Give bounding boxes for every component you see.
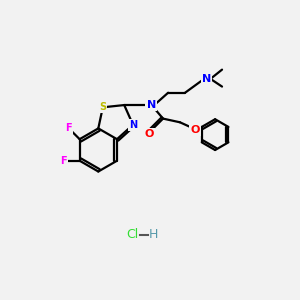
- Text: Cl: Cl: [126, 228, 138, 241]
- Text: H: H: [149, 228, 158, 241]
- Text: N: N: [147, 100, 156, 110]
- Text: F: F: [60, 156, 67, 166]
- Text: F: F: [65, 123, 72, 133]
- Text: O: O: [145, 129, 154, 139]
- Text: S: S: [99, 102, 106, 112]
- Text: N: N: [129, 120, 137, 130]
- Text: N: N: [202, 74, 211, 84]
- Text: O: O: [190, 125, 200, 135]
